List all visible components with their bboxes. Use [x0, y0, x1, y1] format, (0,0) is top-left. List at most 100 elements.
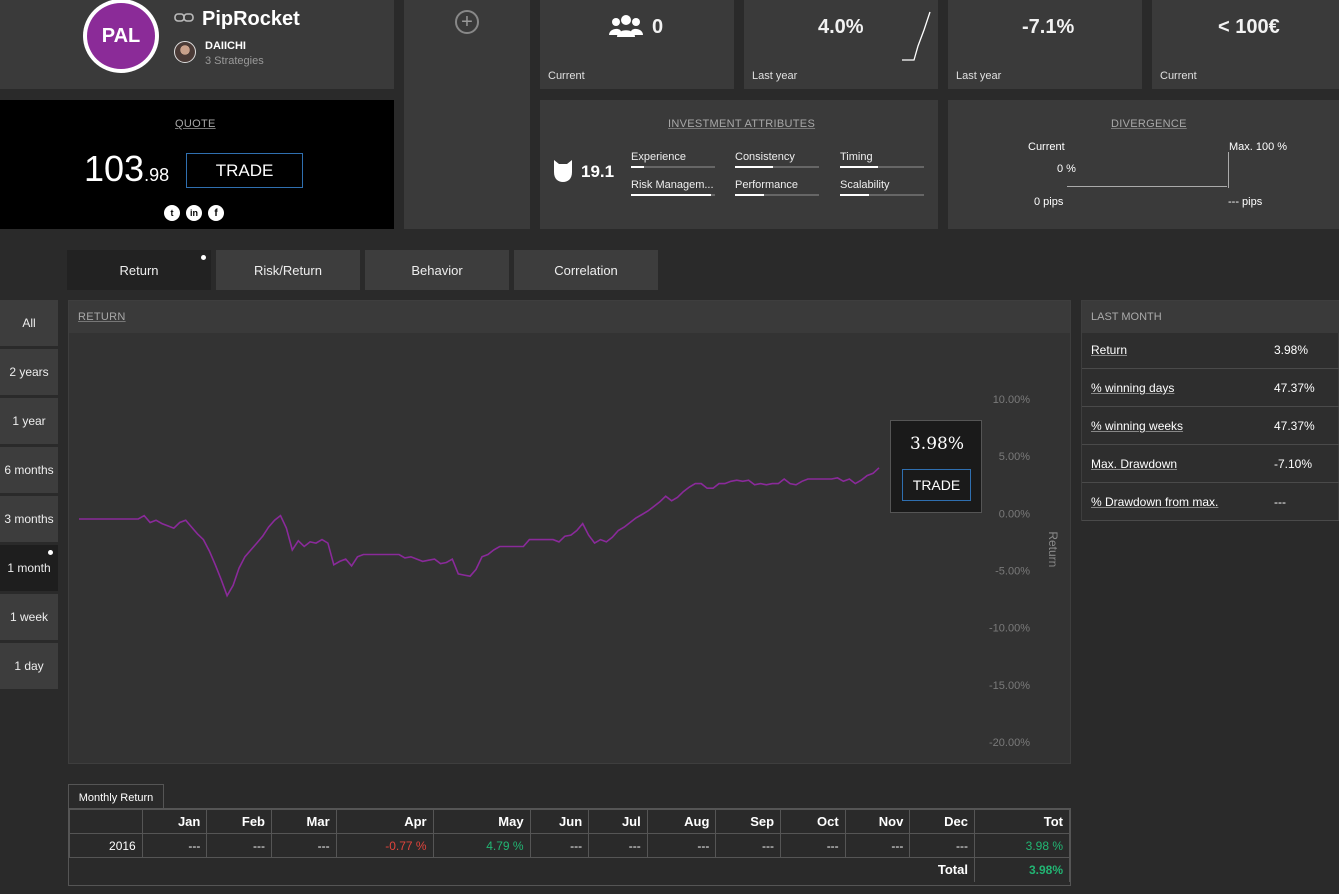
period-all[interactable]: All	[0, 300, 58, 346]
period-1-year[interactable]: 1 year	[0, 398, 58, 444]
attr-scalability[interactable]: Scalability	[840, 179, 924, 196]
period-6-months[interactable]: 6 months	[0, 447, 58, 493]
quote-price-dec: .98	[144, 165, 170, 185]
tab-correlation[interactable]: Correlation	[514, 250, 658, 290]
twitter-icon[interactable]: t	[164, 205, 180, 221]
last-month-caption: LAST MONTH	[1091, 311, 1162, 323]
monthly-cell: ---	[588, 833, 648, 858]
divergence-current-value: 0 %	[1057, 163, 1076, 175]
strategy-name[interactable]: PipRocket	[202, 8, 300, 30]
last-month-row-winning-days: % winning days 47.37%	[1082, 369, 1339, 407]
y-tick-label: -15.00%	[989, 680, 1030, 692]
monthly-header-dec: Dec	[909, 809, 975, 834]
strategy-header-panel: PAL PipRocket DAIICHI 3 Strategies	[0, 0, 394, 89]
monthly-header-mar: Mar	[271, 809, 337, 834]
tab-behavior[interactable]: Behavior	[365, 250, 509, 290]
divergence-max-marker	[1228, 152, 1229, 188]
last-month-caption-bar: LAST MONTH	[1082, 301, 1339, 333]
capital-value: < 100€	[1218, 16, 1280, 38]
monthly-cell: -0.77 %	[335, 833, 434, 858]
avatar[interactable]: PAL	[83, 0, 159, 73]
monthly-header-sep: Sep	[715, 809, 782, 834]
monthly-return-table: Jan Feb Mar Apr May Jun Jul Aug Sep Oct Nov Dec Tot …	[69, 809, 1070, 882]
followers-label: Current	[548, 70, 585, 82]
y-tick-label: -5.00%	[995, 566, 1030, 578]
monthly-header-apr: Apr	[335, 809, 434, 834]
monthly-header-row: Jan Feb Mar Apr May Jun Jul Aug Sep Oct Nov Dec Tot	[69, 809, 1070, 834]
facebook-icon[interactable]: f	[208, 205, 224, 221]
y-axis-label: Return	[1046, 531, 1060, 567]
last-month-row-return: Return 3.98%	[1082, 331, 1339, 369]
return-chart[interactable]: 10.00% 5.00% 0.00% -5.00% -10.00% -15.00% -20.…	[69, 333, 1070, 763]
author-avatar[interactable]	[174, 41, 196, 63]
period-1-month[interactable]: 1 month	[0, 545, 58, 591]
monthly-header-tot: Tot	[973, 809, 1070, 834]
chart-caption-bar: RETURN	[69, 301, 1070, 333]
attr-consistency[interactable]: Consistency	[735, 151, 819, 168]
monthly-return-tab[interactable]: Monthly Return	[68, 784, 164, 810]
divergence-left-pips: 0 pips	[1034, 196, 1064, 208]
add-panel: +	[404, 0, 530, 229]
trade-button-label: TRADE	[215, 160, 274, 180]
monthly-cell: ---	[206, 833, 272, 858]
series-line[interactable]	[79, 467, 880, 598]
monthly-cell: 3.98 %	[973, 833, 1070, 858]
drawdown-value: -7.1%	[1022, 16, 1075, 38]
period-2-years[interactable]: 2 years	[0, 349, 58, 395]
followers-value: 0	[652, 16, 664, 38]
strategies-count: 3 Strategies	[205, 55, 264, 67]
divergence-caption: DIVERGENCE	[1111, 118, 1187, 130]
y-tick-label: 0.00%	[999, 508, 1030, 520]
quote-panel: QUOTE 103.98 TRADE t in f	[0, 100, 394, 229]
monthly-cell: ---	[646, 833, 717, 858]
tooltip-trade-button[interactable]: TRADE	[902, 469, 971, 501]
period-1-week[interactable]: 1 week	[0, 594, 58, 640]
attr-risk-management[interactable]: Risk Managem...	[631, 179, 715, 196]
chart-caption: RETURN	[78, 311, 126, 323]
monthly-cell: ---	[780, 833, 846, 858]
period-1-day[interactable]: 1 day	[0, 643, 58, 689]
divergence-bar	[1067, 186, 1227, 187]
investment-caption: INVESTMENT ATTRIBUTES	[668, 118, 816, 130]
trade-button[interactable]: TRADE	[186, 153, 303, 188]
quote-price: 103.98	[84, 148, 169, 190]
monthly-header-feb: Feb	[206, 809, 272, 834]
monthly-cell: ---	[529, 833, 590, 858]
divergence-current-label: Current	[1028, 141, 1065, 153]
stat-card-capital: < 100€ Current	[1152, 0, 1339, 89]
monthly-header-oct: Oct	[780, 809, 846, 834]
monthly-cell: ---	[844, 833, 911, 858]
add-icon[interactable]: +	[455, 10, 479, 34]
owl-icon	[552, 158, 574, 187]
monthly-header-blank	[69, 809, 143, 834]
attr-experience[interactable]: Experience	[631, 151, 715, 168]
link-icon	[174, 12, 194, 27]
y-tick-label: -10.00%	[989, 623, 1030, 635]
users-icon	[609, 14, 643, 43]
chart-tooltip: 3.98% TRADE	[890, 420, 982, 513]
last-month-panel: LAST MONTH	[1081, 300, 1339, 521]
author-name[interactable]: DAIICHI	[205, 40, 246, 52]
monthly-header-aug: Aug	[646, 809, 717, 834]
monthly-data-row: 2016 --- --- --- -0.77 % 4.79 % --- --- --- --- --…	[69, 833, 1070, 858]
stat-card-return: 4.0% Last year	[744, 0, 938, 89]
tab-return[interactable]: Return	[67, 250, 211, 290]
investment-attributes-panel: INVESTMENT ATTRIBUTES 19.1 Experience Co…	[540, 100, 938, 229]
attr-timing[interactable]: Timing	[840, 151, 924, 168]
attr-performance[interactable]: Performance	[735, 179, 819, 196]
stat-card-followers: 0 Current	[540, 0, 734, 89]
monthly-cell: 4.79 %	[432, 833, 531, 858]
divergence-right-pips: --- pips	[1228, 196, 1263, 208]
stat-card-drawdown: -7.1% Last year	[948, 0, 1142, 89]
monthly-total-row: Total 3.98%	[69, 857, 1070, 882]
quote-price-int: 103	[84, 148, 145, 189]
tab-risk-return[interactable]: Risk/Return	[216, 250, 360, 290]
monthly-cell: ---	[715, 833, 782, 858]
divergence-panel: DIVERGENCE Current Max. 100 % 0 % 0 pips…	[948, 100, 1339, 229]
last-month-row-max-drawdown: Max. Drawdown -7.10%	[1082, 445, 1339, 483]
monthly-cell: ---	[141, 833, 208, 858]
linkedin-icon[interactable]: in	[186, 205, 202, 221]
period-3-months[interactable]: 3 months	[0, 496, 58, 542]
y-tick-label: 5.00%	[999, 451, 1030, 463]
monthly-header-jul: Jul	[588, 809, 648, 834]
